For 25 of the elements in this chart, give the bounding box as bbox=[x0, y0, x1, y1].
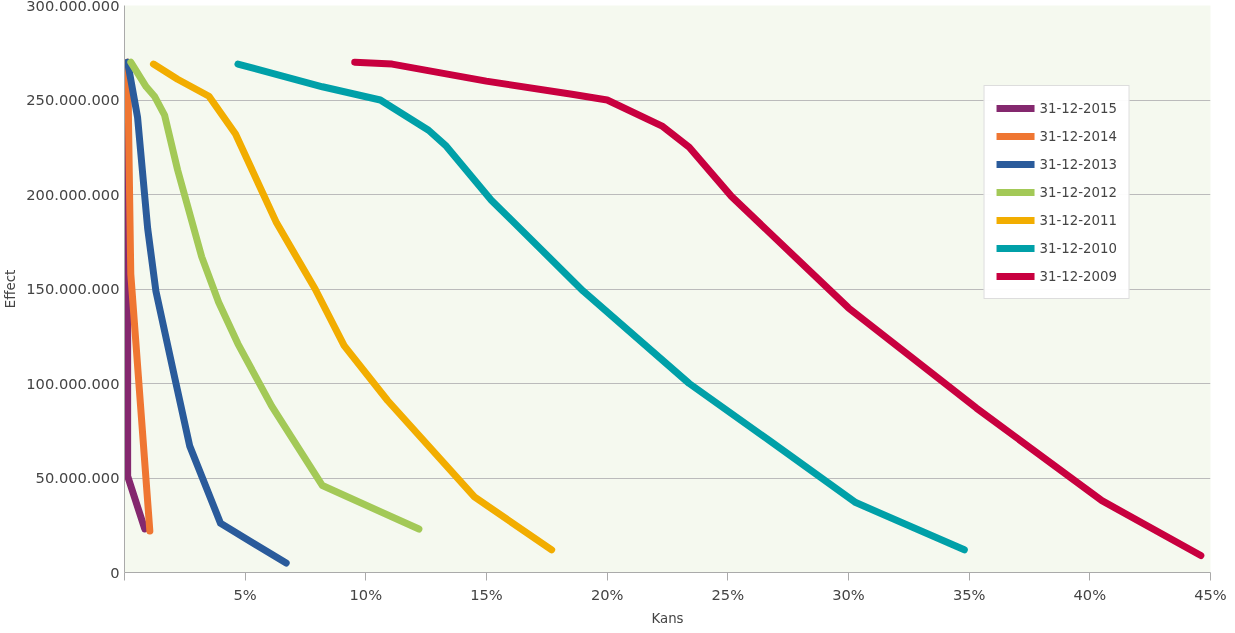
x-axis-title: Kans bbox=[651, 610, 684, 626]
x-tick-label: 15% bbox=[470, 585, 503, 603]
x-tick-label: 20% bbox=[590, 585, 624, 603]
y-tick-label: 300.000.000 bbox=[26, 0, 120, 14]
x-tick-label: 10% bbox=[349, 585, 383, 603]
legend-label: 31-12-2010 bbox=[1039, 240, 1117, 256]
x-tick-label: 25% bbox=[711, 585, 745, 603]
y-tick-label: 250.000.000 bbox=[26, 91, 120, 108]
legend-label: 31-12-2011 bbox=[1039, 212, 1117, 228]
y-tick-label: 50.000.000 bbox=[35, 469, 120, 486]
y-tick-label: 100.000.000 bbox=[26, 374, 120, 392]
x-tick-label: 40% bbox=[1073, 585, 1107, 603]
x-tick-label: 30% bbox=[832, 585, 865, 603]
x-tick-label: 5% bbox=[233, 585, 257, 603]
x-tick-label: 35% bbox=[952, 585, 986, 603]
x-tick-label: 45% bbox=[1194, 585, 1227, 603]
legend-label: 31-12-2015 bbox=[1039, 100, 1117, 116]
legend-label: 31-12-2012 bbox=[1039, 184, 1117, 200]
legend-label: 31-12-2014 bbox=[1039, 128, 1117, 144]
legend-label: 31-12-2013 bbox=[1039, 156, 1117, 172]
y-axis-title: Effect bbox=[3, 269, 19, 309]
y-tick-label: 200.000.000 bbox=[26, 185, 120, 203]
y-tick-label: 150.000.000 bbox=[26, 280, 120, 297]
legend-label: 31-12-2009 bbox=[1039, 268, 1117, 284]
y-tick-label: 0 bbox=[110, 563, 120, 581]
